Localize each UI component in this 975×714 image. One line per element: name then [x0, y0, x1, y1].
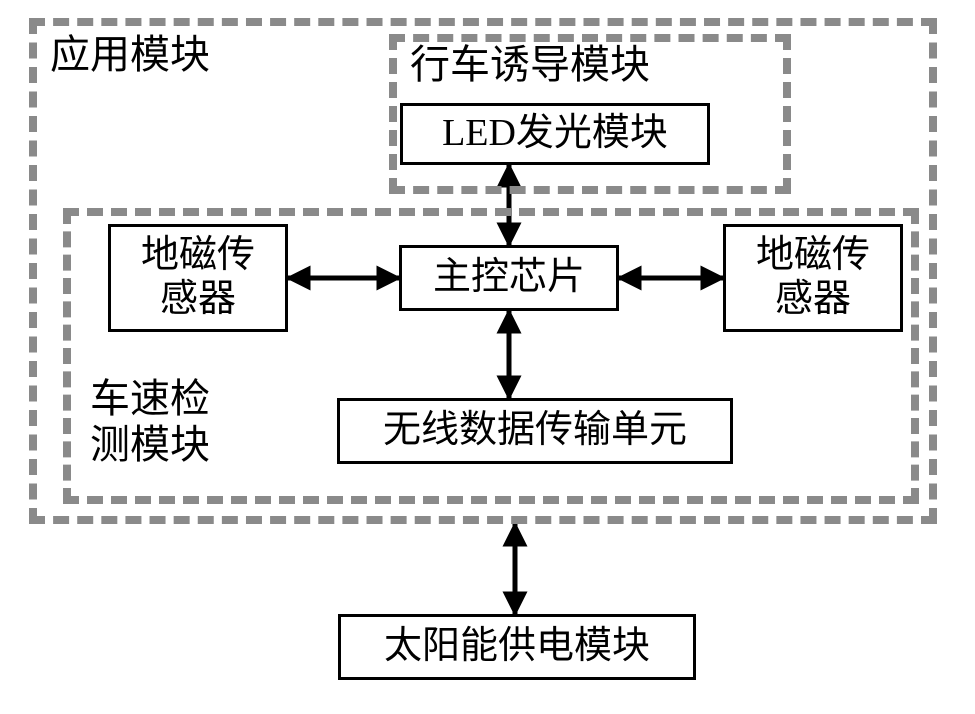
guide-module-label-text: 行车诱导模块 [410, 42, 650, 88]
diagram-canvas: 应用模块 行车诱导模块车速检 测模块 LED发光模块地磁传 感器 主控芯片 地磁传 感器… [0, 0, 975, 714]
solar-module: 太阳能供电模块 [338, 614, 696, 680]
led-module-text: LED发光模块 [442, 112, 668, 156]
geo-sensor-left: 地磁传 感器 [108, 224, 288, 332]
led-module: LED发光模块 [400, 103, 710, 165]
main-chip-text: 主控芯片 [433, 256, 585, 300]
app-module-label-text: 应用模块 [50, 32, 210, 78]
geo-sensor-right: 地磁传 感器 [723, 224, 903, 332]
wireless-unit: 无线数据传输单元 [337, 398, 733, 464]
geo-sensor-left-text: 地磁传 感器 [141, 234, 255, 321]
speed-module-label: 车速检 测模块 [90, 376, 270, 486]
speed-module-label-text: 车速检 测模块 [90, 376, 210, 468]
guide-module-label: 行车诱导模块 [410, 42, 770, 98]
geo-sensor-right-text: 地磁传 感器 [756, 234, 870, 321]
solar-module-text: 太阳能供电模块 [384, 625, 650, 669]
main-chip: 主控芯片 [399, 245, 619, 311]
app-module-label: 应用模块 [50, 32, 270, 88]
wireless-unit-text: 无线数据传输单元 [383, 409, 687, 453]
